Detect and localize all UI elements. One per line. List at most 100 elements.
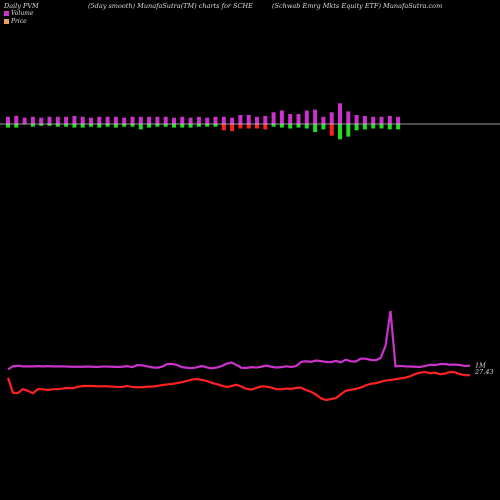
volume-bar-up: [255, 116, 259, 124]
volume-bar-down: [288, 124, 293, 129]
volume-bar-up: [238, 115, 243, 124]
volume-bar-up: [263, 115, 268, 124]
header-left: Daily PVM: [4, 2, 39, 10]
volume-bar-down: [329, 124, 334, 136]
chart-title: (5day smooth) MunafaSutra(TM) charts for…: [88, 2, 253, 10]
volume-line: [7, 310, 471, 371]
volume-bar-down: [371, 124, 376, 129]
legend-volume-swatch: [4, 11, 9, 16]
volume-bar-up: [379, 116, 384, 124]
volume-bar-down: [246, 124, 251, 129]
header-right: (Schwab Emrg Mkts Equity ETF) MunafaSutr…: [272, 2, 443, 10]
volume-bar-down: [346, 124, 351, 137]
volume-bar-up: [113, 116, 118, 124]
volume-bar-up: [80, 116, 85, 124]
volume-bar-up: [147, 116, 152, 124]
volume-bar-down: [39, 124, 44, 126]
volume-bar-up: [371, 116, 376, 124]
volume-bar-down: [188, 124, 193, 128]
legend-volume: Volume: [4, 10, 33, 17]
volume-bar-up: [122, 117, 127, 124]
volume-bar-up: [354, 115, 359, 124]
legend-price-swatch: [4, 19, 9, 24]
volume-bar-down: [64, 124, 69, 127]
volume-bar-down: [180, 124, 185, 128]
volume-bar-up: [30, 116, 35, 124]
volume-bar-up: [55, 116, 60, 124]
volume-bar-down: [271, 124, 276, 127]
volume-bar-up: [213, 116, 218, 124]
volume-bar-up: [362, 115, 367, 124]
volume-bar-down: [147, 124, 152, 128]
volume-bar-down: [55, 124, 60, 127]
volume-bar-up: [205, 117, 210, 124]
volume-bar-up: [387, 115, 392, 124]
volume-bar-up: [6, 116, 10, 124]
volume-bar-up: [47, 116, 52, 124]
volume-bar-up: [188, 117, 193, 124]
price-line: [6, 370, 470, 402]
volume-bar-up: [396, 116, 401, 124]
volume-bar-up: [138, 116, 143, 124]
volume-bar-up: [313, 109, 318, 124]
volume-bar-up: [221, 116, 226, 124]
volume-bar-down: [138, 124, 143, 130]
volume-bar-down: [172, 124, 176, 128]
volume-bar-up: [279, 110, 284, 124]
volume-bar-up: [39, 117, 44, 124]
volume-bar-up: [271, 112, 276, 124]
volume-bar-down: [122, 124, 127, 127]
volume-bar-up: [130, 116, 135, 124]
volume-bar-up: [296, 114, 301, 124]
volume-bar-down: [113, 124, 118, 128]
volume-bar-down: [396, 124, 401, 130]
volume-bar-up: [163, 116, 168, 124]
volume-bar-up: [321, 116, 326, 124]
volume-bars: [6, 103, 401, 140]
volume-bar-down: [14, 124, 19, 128]
volume-bar-down: [72, 124, 77, 128]
volume-bar-down: [263, 124, 268, 130]
volume-bar-down: [155, 124, 160, 127]
volume-bar-up: [338, 103, 342, 124]
volume-bar-down: [163, 124, 168, 127]
volume-bar-down: [205, 124, 210, 127]
volume-bar-down: [80, 124, 85, 128]
volume-bar-down: [89, 124, 93, 127]
volume-bar-up: [22, 117, 27, 124]
volume-bar-down: [6, 124, 10, 128]
volume-bar-up: [329, 112, 334, 124]
volume-bar-down: [354, 124, 359, 131]
volume-bar-down: [30, 124, 35, 127]
volume-bar-down: [338, 124, 342, 140]
volume-bar-up: [89, 117, 93, 124]
volume-bar-down: [130, 124, 135, 127]
volume-bar-up: [346, 111, 351, 124]
volume-bar-down: [362, 124, 367, 130]
legend-volume-label: Volume: [11, 10, 34, 17]
volume-bar-up: [304, 110, 309, 124]
volume-bar-down: [379, 124, 384, 129]
legend-price: Price: [4, 18, 27, 25]
volume-bar-up: [172, 117, 176, 124]
volume-bar-down: [230, 124, 235, 132]
volume-bar-up: [105, 116, 110, 124]
volume-bar-up: [64, 116, 69, 124]
volume-bar-down: [47, 124, 52, 126]
volume-bar-down: [238, 124, 243, 129]
volume-bar-down: [304, 124, 309, 129]
volume-bar-up: [288, 114, 293, 124]
volume-bar-down: [97, 124, 102, 128]
volume-bar-up: [246, 115, 251, 124]
volume-bar-up: [97, 116, 102, 124]
volume-bar-down: [255, 124, 259, 129]
volume-bar-up: [180, 116, 185, 124]
volume-bar-down: [321, 124, 326, 130]
volume-bar-down: [221, 124, 226, 131]
legend-price-label: Price: [11, 18, 27, 25]
volume-bar-down: [313, 124, 318, 133]
price-line-label: 27.43: [474, 368, 494, 376]
volume-line-label: 1M: [475, 362, 486, 370]
volume-bar-down: [387, 124, 392, 130]
